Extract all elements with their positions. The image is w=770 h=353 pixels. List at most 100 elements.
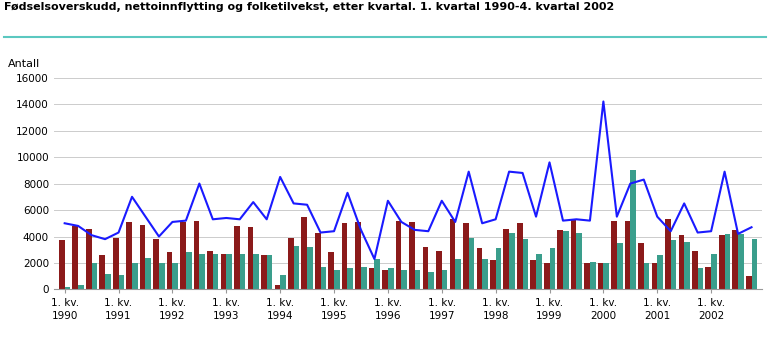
Bar: [504, 229, 509, 289]
Bar: [105, 274, 111, 289]
Bar: [78, 286, 84, 289]
Bar: [92, 263, 97, 289]
Text: Fødselsoverskudd, nettoinnflytting og folketilvekst, etter kvartal. 1. kvartal 1: Fødselsoverskudd, nettoinnflytting og fo…: [4, 2, 614, 12]
Bar: [369, 268, 374, 289]
Bar: [665, 219, 671, 289]
Bar: [496, 249, 501, 289]
Bar: [301, 217, 307, 289]
Bar: [738, 234, 744, 289]
Bar: [382, 270, 388, 289]
Bar: [388, 268, 393, 289]
Bar: [186, 252, 192, 289]
Bar: [455, 259, 461, 289]
Bar: [274, 286, 280, 289]
Bar: [482, 259, 488, 289]
Bar: [72, 226, 78, 289]
Bar: [617, 243, 622, 289]
Bar: [239, 254, 246, 289]
Bar: [253, 254, 259, 289]
Bar: [752, 239, 757, 289]
Bar: [584, 263, 590, 289]
Bar: [611, 221, 617, 289]
Bar: [334, 270, 340, 289]
Bar: [307, 247, 313, 289]
Bar: [65, 287, 70, 289]
Bar: [234, 226, 239, 289]
Bar: [401, 270, 407, 289]
Bar: [167, 252, 172, 289]
Bar: [415, 270, 420, 289]
Bar: [172, 263, 178, 289]
Bar: [544, 263, 550, 289]
Bar: [119, 275, 124, 289]
Bar: [442, 270, 447, 289]
Bar: [320, 267, 326, 289]
Bar: [361, 267, 367, 289]
Bar: [658, 255, 663, 289]
Bar: [685, 242, 690, 289]
Bar: [469, 238, 474, 289]
Bar: [711, 254, 717, 289]
Bar: [624, 221, 631, 289]
Bar: [571, 219, 577, 289]
Bar: [132, 263, 138, 289]
Bar: [644, 263, 649, 289]
Bar: [194, 221, 199, 289]
Bar: [450, 219, 455, 289]
Bar: [99, 255, 105, 289]
Bar: [517, 223, 523, 289]
Bar: [631, 170, 636, 289]
Bar: [577, 233, 582, 289]
Bar: [428, 272, 434, 289]
Bar: [671, 240, 676, 289]
Bar: [266, 255, 273, 289]
Bar: [531, 261, 536, 289]
Bar: [221, 254, 226, 289]
Bar: [698, 268, 703, 289]
Bar: [342, 223, 347, 289]
Bar: [409, 222, 415, 289]
Bar: [678, 235, 685, 289]
Bar: [423, 247, 428, 289]
Text: Antall: Antall: [8, 59, 40, 69]
Bar: [692, 251, 698, 289]
Bar: [436, 251, 442, 289]
Bar: [288, 239, 293, 289]
Bar: [563, 231, 568, 289]
Bar: [590, 262, 595, 289]
Bar: [347, 268, 353, 289]
Bar: [638, 243, 644, 289]
Bar: [550, 249, 555, 289]
Bar: [248, 227, 253, 289]
Bar: [315, 233, 320, 289]
Bar: [140, 225, 146, 289]
Bar: [463, 223, 469, 289]
Bar: [719, 235, 725, 289]
Bar: [226, 254, 232, 289]
Bar: [705, 267, 711, 289]
Bar: [604, 263, 609, 289]
Bar: [651, 263, 658, 289]
Bar: [261, 255, 266, 289]
Bar: [328, 252, 334, 289]
Bar: [490, 261, 496, 289]
Bar: [146, 258, 151, 289]
Bar: [213, 254, 219, 289]
Bar: [113, 238, 119, 289]
Bar: [199, 254, 205, 289]
Bar: [477, 249, 482, 289]
Bar: [523, 239, 528, 289]
Bar: [557, 230, 563, 289]
Bar: [207, 251, 213, 289]
Bar: [153, 239, 159, 289]
Bar: [509, 233, 515, 289]
Bar: [374, 259, 380, 289]
Bar: [159, 263, 165, 289]
Bar: [355, 222, 361, 289]
Bar: [293, 246, 300, 289]
Bar: [396, 221, 401, 289]
Bar: [180, 222, 186, 289]
Bar: [725, 234, 730, 289]
Bar: [732, 230, 738, 289]
Bar: [598, 263, 604, 289]
